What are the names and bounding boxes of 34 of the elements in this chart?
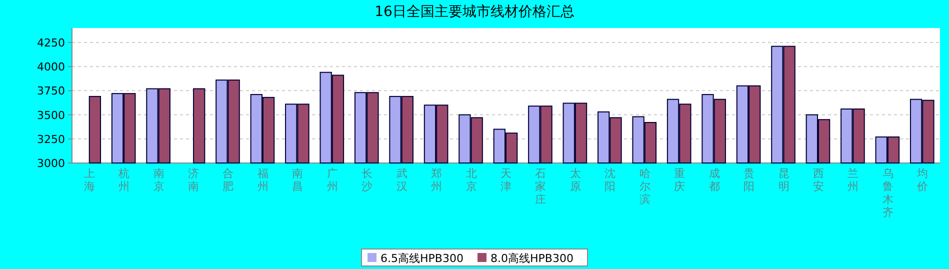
x-tick-label: 贵阳 (744, 167, 755, 193)
x-tick-label: 济南 (188, 167, 200, 193)
x-tick-label: 乌鲁木齐 (882, 167, 894, 219)
x-tick-label: 太原 (570, 167, 581, 193)
x-tick-label: 南京 (153, 167, 164, 193)
y-tick-label: 3500 (37, 108, 65, 122)
y-tick-label: 3750 (37, 84, 65, 98)
x-tick-label: 成都 (708, 167, 720, 193)
x-tick-label: 昆明 (778, 167, 790, 193)
x-tick-label: 石家庄 (535, 167, 546, 206)
x-tick-label: 均价 (916, 167, 928, 193)
y-tick-label: 4000 (37, 60, 65, 74)
x-tick-label: 上海 (84, 167, 95, 193)
x-tick-label: 广州 (326, 167, 338, 193)
x-tick-label: 杭州 (118, 167, 130, 193)
x-tick-label: 福州 (257, 167, 268, 193)
y-tick-label: 4250 (37, 36, 65, 50)
x-tick-label: 合肥 (222, 167, 234, 193)
x-tick-label: 北京 (466, 167, 477, 193)
y-tick-label: 3000 (37, 157, 65, 170)
x-tick-label: 郑州 (431, 167, 442, 193)
x-tick-label: 天津 (500, 167, 512, 193)
x-tick-label: 兰州 (848, 167, 859, 193)
x-tick-label: 重庆 (674, 167, 686, 193)
y-tick-label: 3250 (37, 132, 65, 146)
x-tick-label: 哈尔滨 (639, 167, 650, 206)
legend-label: 6.5高线HPB300 (380, 252, 464, 265)
x-tick-label: 武汉 (396, 167, 408, 193)
legend-label: 8.0高线HPB300 (490, 252, 574, 265)
x-tick-label: 西安 (812, 167, 824, 193)
x-tick-label: 长沙 (362, 167, 373, 193)
x-tick-label: 南昌 (292, 167, 304, 193)
chart-title: 16日全国主要城市线材价格汇总 (374, 4, 574, 20)
x-tick-label: 沈阳 (604, 167, 616, 193)
